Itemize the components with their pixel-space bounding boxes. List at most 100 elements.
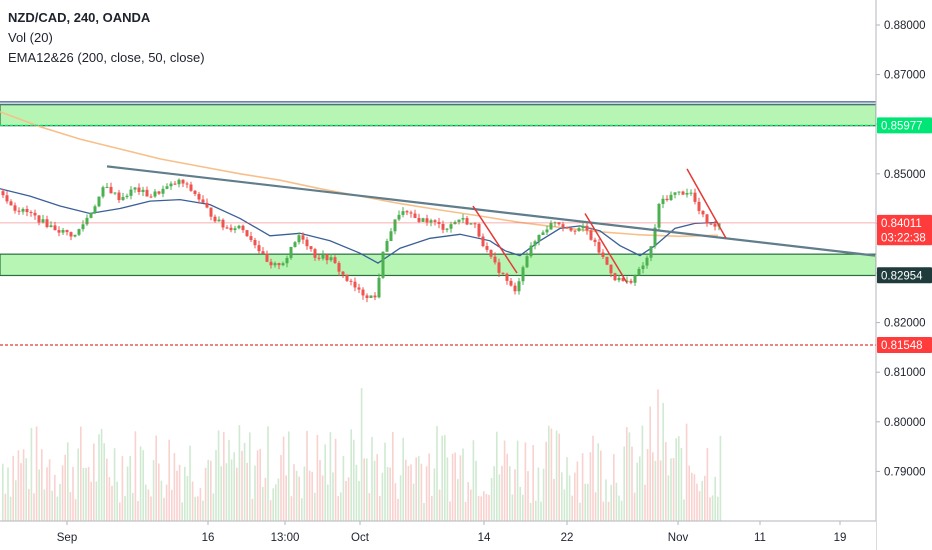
volume-bar — [176, 470, 178, 521]
volume-bar — [384, 442, 386, 521]
candle-body — [65, 230, 69, 233]
price-tick-label: 0.85000 — [884, 169, 926, 181]
drawing-layer[interactable] — [0, 101, 876, 346]
candle-body — [529, 245, 533, 257]
volume-bar — [298, 476, 300, 521]
candle-body — [189, 184, 193, 191]
volume-bar — [501, 465, 503, 521]
candle-body — [413, 213, 417, 218]
candle-body — [417, 217, 421, 222]
volume-bar — [522, 494, 524, 521]
price-tick-label: 0.88000 — [884, 20, 926, 32]
volume-bar — [67, 442, 69, 521]
price-tag[interactable] — [877, 229, 932, 246]
volume-bar — [462, 448, 464, 521]
red-trendline-3[interactable] — [686, 168, 727, 239]
candle-body — [321, 254, 325, 259]
price-tag-label[interactable]: 0.85977 — [881, 120, 923, 132]
volume-bar — [449, 501, 451, 521]
candle-body — [573, 230, 577, 232]
candle-body — [181, 179, 185, 184]
volume-bar — [477, 495, 480, 521]
volume-bar — [184, 466, 186, 521]
volume-bar — [665, 442, 667, 521]
volume-bar — [366, 458, 368, 521]
candle-body — [89, 212, 93, 218]
time-tick-label: 19 — [834, 532, 847, 544]
candle-body — [373, 295, 377, 298]
volume-bar — [41, 449, 43, 521]
volume-bar — [605, 479, 607, 521]
volume-bar — [35, 426, 38, 521]
descending-trendline[interactable] — [106, 165, 876, 257]
volume-bar — [251, 498, 254, 521]
volume-bar — [561, 472, 563, 521]
volume-bar — [197, 496, 199, 521]
candle-body — [713, 223, 717, 227]
volume-bar — [204, 467, 207, 521]
volume-bar — [77, 448, 79, 521]
volume-bar — [701, 480, 703, 521]
candle-body — [693, 192, 697, 202]
price-tag-label[interactable]: 0.81548 — [881, 340, 923, 352]
candle-body — [445, 228, 449, 230]
candle-body — [261, 251, 265, 254]
volume-bar — [483, 491, 485, 521]
price-tag[interactable] — [877, 337, 932, 354]
volume-bar — [392, 431, 394, 521]
candle-body — [37, 215, 41, 223]
price-tag-label[interactable]: 0.82954 — [881, 270, 923, 282]
volume-bar — [56, 496, 59, 521]
candle-body — [77, 229, 81, 235]
symbol-title[interactable]: NZD/CAD, 240, OANDA — [8, 10, 151, 25]
candle-body — [141, 189, 145, 193]
volume-bar — [347, 477, 350, 521]
candle-body — [681, 191, 685, 195]
time-axis[interactable]: Sep 16 13:00 Oct 14 22 Nov 11 19 — [0, 520, 876, 550]
price-tag[interactable] — [877, 267, 932, 284]
volume-bar — [412, 483, 415, 521]
resistance-zone[interactable] — [0, 103, 877, 127]
candle-body — [613, 273, 617, 281]
candle-body — [709, 223, 713, 225]
candle-body — [33, 212, 37, 216]
price-tag[interactable] — [877, 117, 932, 134]
volume-bar — [173, 453, 176, 521]
volume-bar — [600, 450, 602, 521]
volume-bar — [267, 426, 269, 521]
volume-bar — [285, 475, 287, 521]
volume-bar — [340, 492, 342, 521]
candle-body — [165, 186, 169, 189]
price-tag-label[interactable]: 03:22:38 — [881, 232, 926, 244]
volume-bar — [706, 448, 709, 521]
volume-bar — [129, 456, 131, 521]
candle-body — [193, 190, 197, 194]
volume-bar — [662, 402, 664, 521]
volume-bar — [337, 496, 339, 521]
candle-body — [621, 277, 625, 281]
price-tag-label[interactable]: 0.84011 — [881, 218, 922, 230]
red-trendline-2[interactable] — [584, 213, 628, 284]
ema-indicator-label[interactable]: EMA12&26 (200, close, 50, close) — [8, 50, 205, 65]
volume-indicator-label[interactable]: Vol (20) — [8, 30, 53, 45]
volume-bar — [119, 502, 121, 521]
volume-bar — [519, 486, 521, 521]
candle-body — [153, 191, 157, 197]
candle-body — [73, 234, 77, 237]
price-axis[interactable]: 0.880000.870000.860000.850000.840000.830… — [875, 0, 932, 550]
candle-body — [469, 223, 473, 225]
volume-bar — [683, 499, 685, 521]
red-trendline-1[interactable] — [472, 205, 518, 274]
price-tag[interactable] — [877, 214, 932, 231]
candle-body — [9, 201, 13, 206]
volume-bar — [9, 496, 12, 521]
support-zone[interactable] — [0, 253, 877, 277]
volume-bar — [308, 470, 311, 521]
volume-bar — [675, 438, 677, 521]
volume-bar — [670, 458, 672, 521]
volume-bar — [98, 434, 100, 521]
volume-bar — [243, 442, 246, 521]
volume-bar — [623, 446, 625, 521]
volume-bar — [254, 465, 256, 521]
